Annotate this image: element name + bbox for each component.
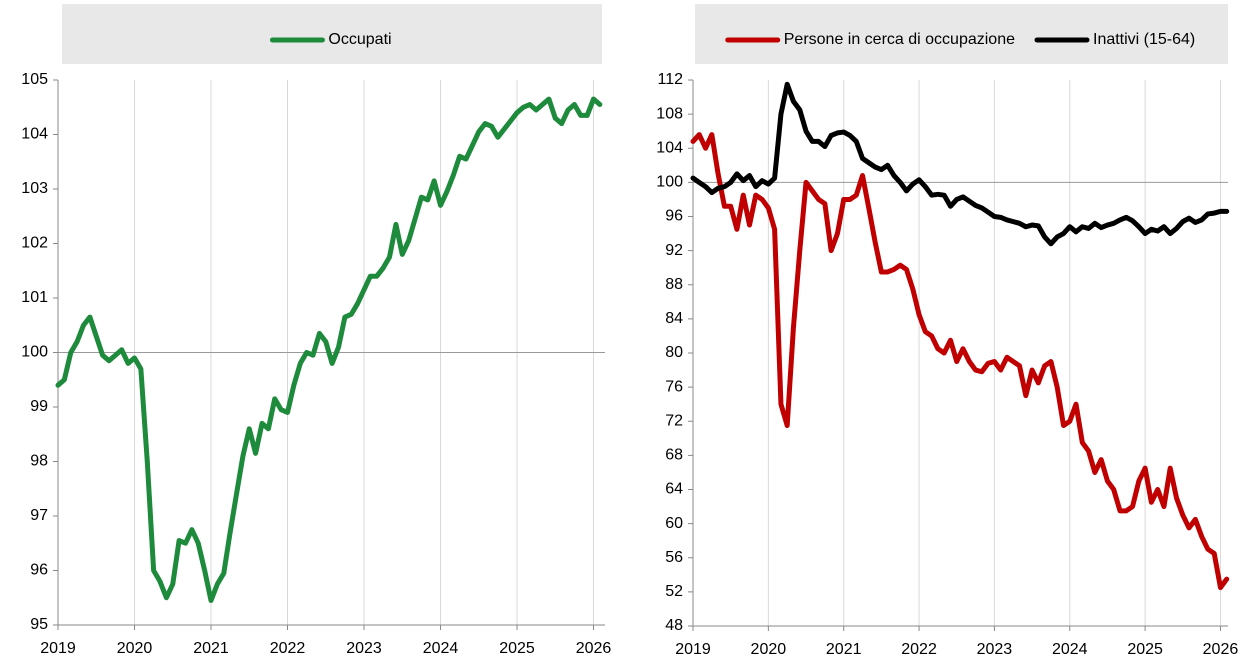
x-tick-label: 2023 (977, 641, 1013, 658)
y-tick-label: 95 (30, 616, 48, 633)
series-line (55, 96, 603, 603)
x-tick-label: 2023 (346, 640, 382, 657)
x-tick-label: 2021 (826, 641, 862, 658)
x-tick-label: 2026 (576, 640, 612, 657)
y-tick-label: 96 (665, 208, 683, 225)
y-tick-label: 76 (665, 378, 683, 395)
legend-entry: Persone in cerca di occupazione (725, 31, 1015, 48)
x-tick-label: 2024 (1052, 641, 1088, 658)
x-tick-label: 2026 (1203, 641, 1239, 658)
x-tick-label: 2019 (675, 641, 711, 658)
y-tick-label: 100 (656, 174, 683, 191)
y-tick-label: 108 (656, 105, 683, 122)
x-tick-label: 2021 (193, 640, 229, 657)
y-tick-label: 99 (30, 398, 48, 415)
x-tick-label: 2019 (40, 640, 76, 657)
y-tick-label: 68 (665, 447, 683, 464)
x-tick-label: 2022 (270, 640, 306, 657)
y-tick-label: 97 (30, 507, 48, 524)
legend-label: Inattivi (15-64) (1093, 31, 1195, 48)
y-tick-label: 48 (665, 617, 683, 634)
y-tick-label: 102 (21, 235, 48, 252)
legend-label: Occupati (328, 31, 391, 48)
y-tick-label: 101 (21, 289, 48, 306)
x-tick-label: 2020 (117, 640, 153, 657)
y-tick-label: 112 (657, 71, 683, 88)
y-tick-label: 92 (665, 242, 683, 259)
x-tick-label: 2025 (1127, 641, 1163, 658)
y-tick-label: 98 (30, 453, 48, 470)
y-tick-label: 84 (665, 310, 683, 327)
y-tick-label: 103 (21, 180, 48, 197)
x-tick-label: 2024 (423, 640, 459, 657)
y-tick-label: 104 (21, 126, 48, 143)
series-line (690, 81, 1230, 247)
y-tick-label: 96 (30, 562, 48, 579)
legend-box (62, 4, 602, 64)
legend-entry: Occupati (269, 31, 392, 48)
x-tick-label: 2022 (901, 641, 937, 658)
y-tick-label: 60 (665, 515, 683, 532)
x-tick-label: 2020 (751, 641, 787, 658)
series-line (690, 132, 1230, 591)
y-tick-label: 104 (656, 139, 683, 156)
y-tick-label: 72 (665, 412, 683, 429)
y-tick-label: 64 (665, 481, 683, 498)
legend-box (695, 4, 1228, 64)
y-tick-label: 105 (21, 71, 48, 88)
y-tick-label: 88 (665, 276, 683, 293)
y-tick-label: 100 (21, 344, 48, 361)
legend-entry: Inattivi (15-64) (1034, 31, 1195, 48)
legend-label: Persone in cerca di occupazione (784, 31, 1015, 48)
y-tick-label: 52 (665, 583, 683, 600)
y-tick-label: 56 (665, 549, 683, 566)
x-tick-label: 2025 (499, 640, 535, 657)
y-tick-label: 80 (665, 344, 683, 361)
